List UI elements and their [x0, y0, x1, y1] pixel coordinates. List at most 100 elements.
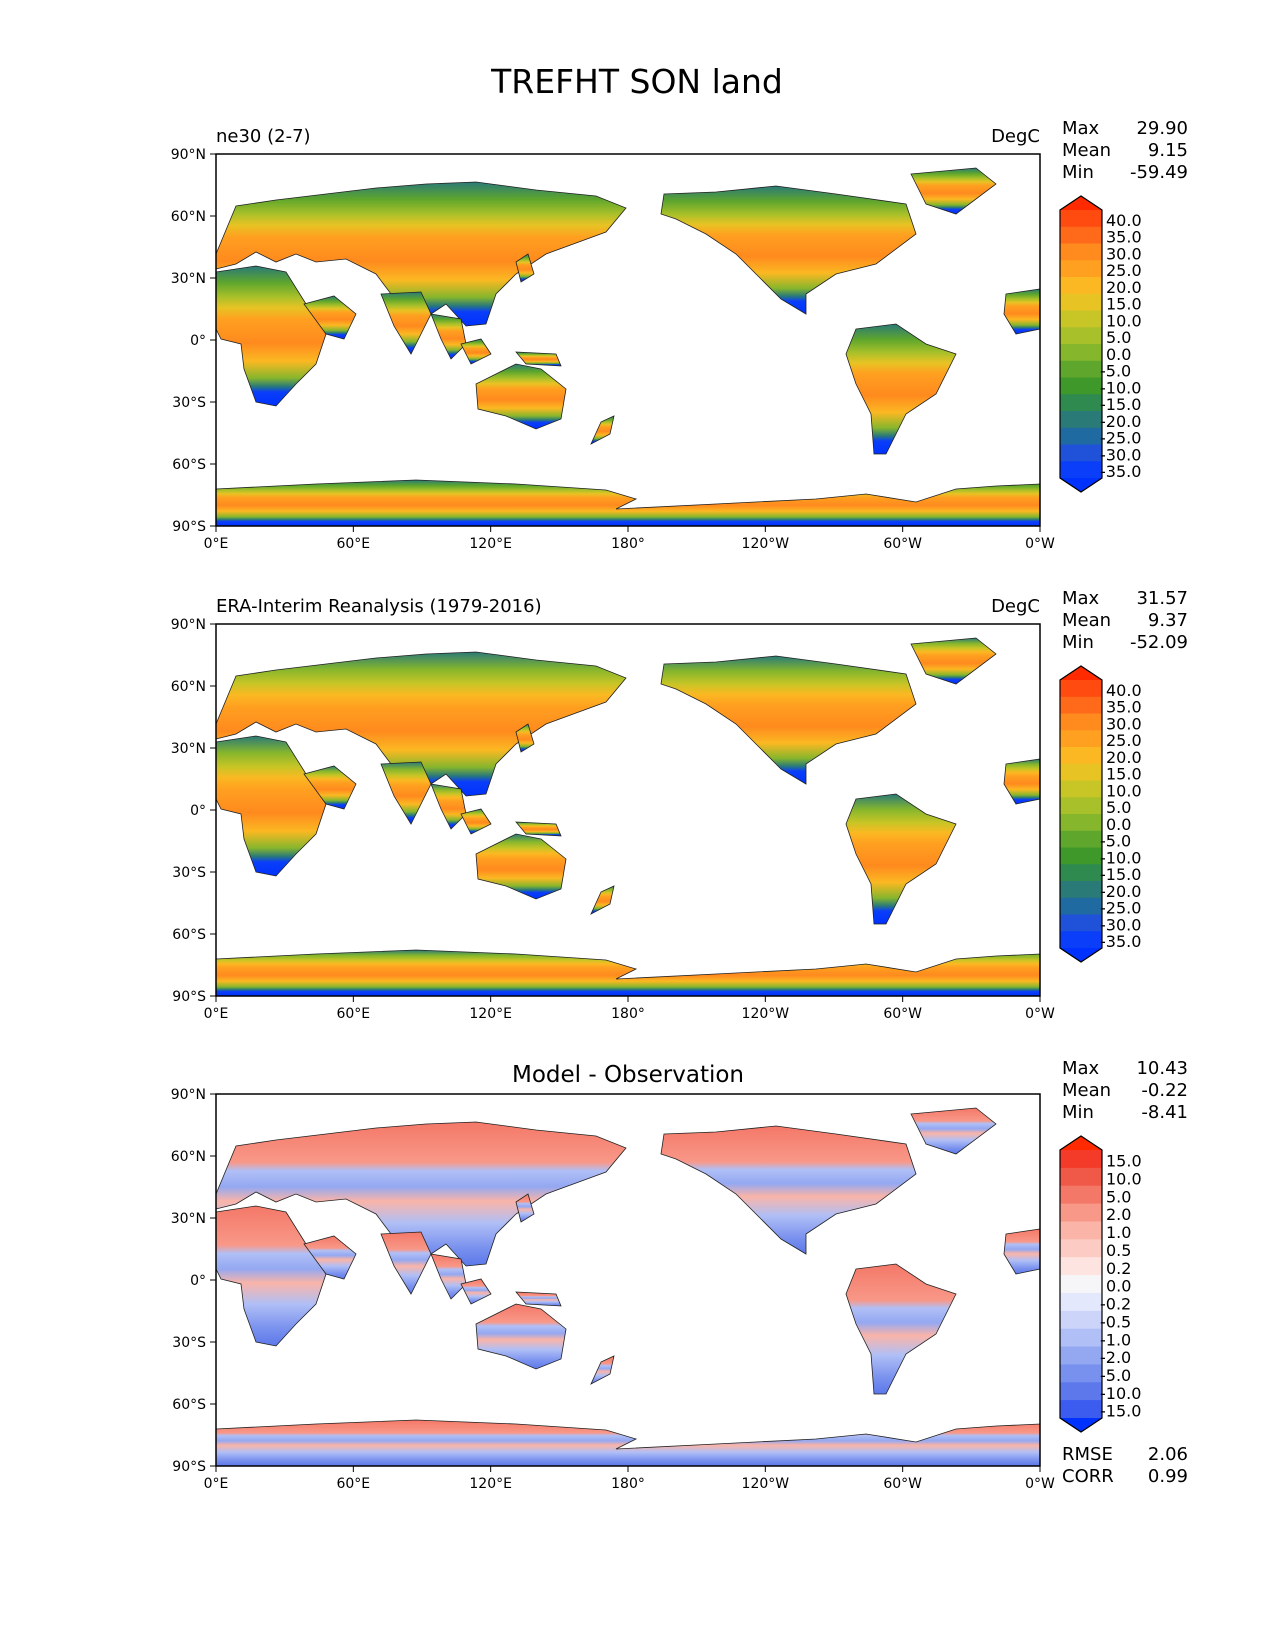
colorbar-label: 2.0 [1106, 1205, 1131, 1224]
colorbar-label: 10.0 [1106, 781, 1142, 800]
lon-tick-label: 0°W [1025, 536, 1055, 552]
map-panel-1: ne30 (2-7) DegC 90°N 60°N 30°N 0° 30°S 60°S 90°S… [171, 118, 1188, 552]
colorbar-segment [1060, 210, 1102, 228]
corr-label: CORR [1062, 1466, 1114, 1487]
colorbar-label: -5.0 [1100, 1366, 1131, 1385]
map-panel-3: Model - Observation 90°N 60°N 30°N 0° 30°S 60°… [171, 1058, 1188, 1492]
colorbar-label: 25.0 [1106, 731, 1142, 750]
colorbar-segment [1060, 680, 1102, 698]
stat-label-min: Min [1062, 162, 1094, 183]
colorbar-label: -15.0 [1100, 865, 1141, 884]
lon-tick-label: 120°E [469, 1006, 512, 1022]
lat-tick-label: 90°N [171, 617, 206, 633]
lon-tick-label: 60°W [883, 1006, 922, 1022]
colorbar-segment [1060, 1239, 1102, 1258]
colorbar-extend-top [1060, 1136, 1102, 1150]
colorbar: 40.035.030.025.020.015.010.05.00.0-5.0-1… [1059, 195, 1142, 493]
lon-tick-label: 120°W [742, 1006, 790, 1022]
lon-tick-label: 60°W [883, 536, 922, 552]
colorbar-segment [1060, 730, 1102, 748]
colorbar-segment [1060, 1150, 1102, 1169]
colorbar: 15.010.05.02.01.00.50.20.0-0.2-0.5-1.0-2… [1059, 1135, 1142, 1433]
colorbar-label: -25.0 [1100, 899, 1141, 918]
panel-left-title: ERA-Interim Reanalysis (1979-2016) [216, 596, 542, 617]
lat-tick-label: 90°S [172, 1459, 206, 1475]
map-area [215, 153, 1041, 527]
colorbar-label: -20.0 [1100, 412, 1141, 431]
colorbar-label: -30.0 [1100, 915, 1141, 934]
lon-tick-label: 120°E [469, 536, 512, 552]
colorbar-segment [1060, 1346, 1102, 1365]
colorbar-segment [1060, 797, 1102, 815]
panels: ne30 (2-7) DegC 90°N 60°N 30°N 0° 30°S 60°S 90°S… [171, 118, 1188, 1492]
lon-tick-label: 120°E [469, 1476, 512, 1492]
colorbar-label: -15.0 [1100, 395, 1141, 414]
stat-label-min: Min [1062, 1102, 1094, 1123]
colorbar-extend-bottom [1060, 478, 1102, 492]
colorbar-label: -35.0 [1100, 462, 1141, 481]
colorbar-segment [1060, 814, 1102, 832]
colorbar-segment [1060, 360, 1102, 378]
lat-tick-label: 60°N [171, 209, 206, 225]
lon-tick-label: 180° [611, 1006, 645, 1022]
lon-tick-label: 0°E [204, 1006, 229, 1022]
stat-value-min: -52.09 [1130, 632, 1188, 653]
colorbar-label: 20.0 [1106, 748, 1142, 767]
colorbar-segment [1060, 277, 1102, 295]
stat-label-max: Max [1062, 1058, 1100, 1079]
colorbar-segment [1060, 310, 1102, 328]
colorbar-segment [1060, 243, 1102, 261]
colorbar-label: -10.0 [1100, 848, 1141, 867]
colorbar-segment [1060, 1400, 1102, 1419]
colorbar-label: 10.0 [1106, 1169, 1142, 1188]
stat-label-mean: Mean [1062, 610, 1111, 631]
colorbar-segment [1060, 377, 1102, 395]
rmse-value: 2.06 [1148, 1444, 1188, 1465]
colorbar-segment [1060, 1292, 1102, 1312]
lon-tick-label: 0°E [204, 536, 229, 552]
colorbar-segment [1060, 411, 1102, 429]
colorbar-label: -15.0 [1100, 1402, 1141, 1421]
colorbar-label: -30.0 [1100, 445, 1141, 464]
colorbar-label: 5.0 [1106, 798, 1131, 817]
lat-tick-label: 30°S [172, 865, 206, 881]
colorbar-segment [1060, 897, 1102, 915]
map-panel-2: ERA-Interim Reanalysis (1979-2016) DegC 90… [171, 588, 1188, 1022]
stat-value-max: 10.43 [1136, 1058, 1188, 1079]
colorbar-segment [1060, 1167, 1102, 1187]
lat-tick-label: 90°N [171, 1087, 206, 1103]
colorbar-label: -0.2 [1100, 1295, 1131, 1314]
colorbar-segment [1060, 427, 1102, 445]
colorbar-segment [1060, 327, 1102, 345]
colorbar-segment [1060, 444, 1102, 462]
stat-label-max: Max [1062, 118, 1100, 139]
lon-tick-label: 60°E [336, 1006, 370, 1022]
lat-tick-label: 30°S [172, 1335, 206, 1351]
colorbar-segment [1060, 881, 1102, 899]
lat-tick-label: 90°S [172, 519, 206, 535]
colorbar-segment [1060, 1382, 1102, 1401]
colorbar-label: 35.0 [1106, 698, 1142, 717]
lat-tick-label: 0° [190, 803, 206, 819]
colorbar-label: 1.0 [1106, 1223, 1131, 1242]
colorbar-label: 20.0 [1106, 278, 1142, 297]
stat-value-min: -59.49 [1130, 162, 1188, 183]
colorbar-segment [1060, 931, 1102, 949]
colorbar-label: 0.0 [1106, 1277, 1131, 1296]
colorbar-segment [1060, 747, 1102, 765]
lat-tick-label: 30°S [172, 395, 206, 411]
colorbar-label: 30.0 [1106, 244, 1142, 263]
colorbar-label: -0.5 [1100, 1312, 1131, 1331]
stat-value-mean: -0.22 [1141, 1080, 1188, 1101]
stat-label-mean: Mean [1062, 1080, 1111, 1101]
colorbar-segment [1060, 461, 1102, 479]
colorbar-outline [1059, 1135, 1103, 1433]
colorbar-segment [1060, 830, 1102, 848]
colorbar-segment [1060, 1328, 1102, 1348]
colorbar-segment [1060, 394, 1102, 412]
lon-tick-label: 120°W [742, 536, 790, 552]
colorbar-segment [1060, 1221, 1102, 1240]
lon-tick-label: 0°W [1025, 1476, 1055, 1492]
lon-tick-label: 180° [611, 536, 645, 552]
lon-tick-label: 60°W [883, 1476, 922, 1492]
